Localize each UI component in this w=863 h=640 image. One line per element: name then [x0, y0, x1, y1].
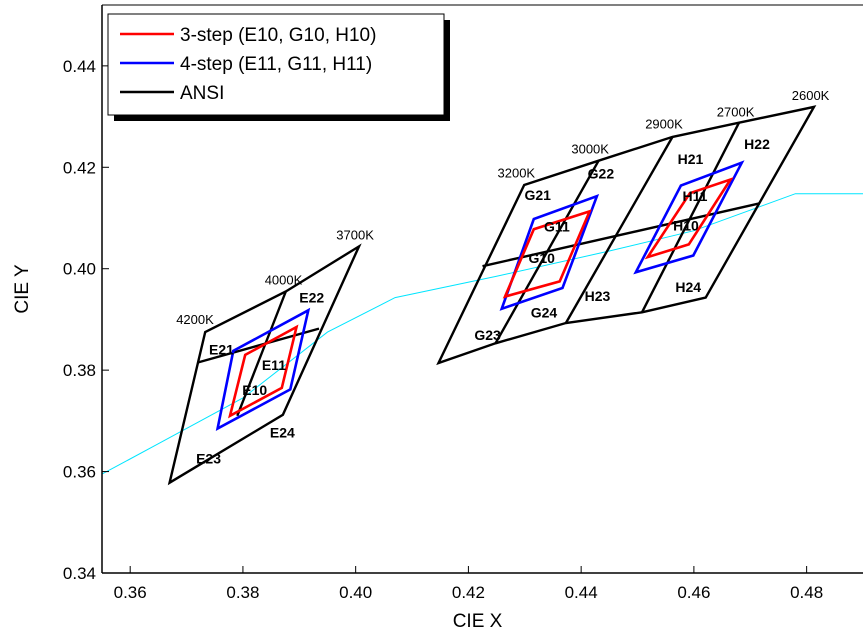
bin-label: E22 — [299, 289, 324, 305]
bin-label: G22 — [588, 166, 615, 182]
ansi-divider-2 — [482, 202, 761, 268]
ansi-divider-4 — [564, 136, 674, 324]
cct-label: 2900K — [645, 117, 683, 132]
bin-label: G11 — [544, 218, 570, 234]
cct-label: 2600K — [792, 88, 830, 103]
x-tick-label: 0.48 — [790, 583, 823, 602]
cct-label: 3200K — [498, 165, 536, 180]
bin-label: E21 — [209, 342, 234, 358]
legend-label: ANSI — [180, 83, 224, 104]
series-1-polygon-1 — [436, 105, 817, 366]
x-tick-label: 0.44 — [565, 583, 598, 602]
series-3-polygon-1 — [502, 209, 592, 299]
cct-label: 4200K — [176, 312, 214, 327]
bin-label: H11 — [683, 188, 708, 204]
y-axis-title: CIE Y — [12, 264, 33, 314]
series-2-polygon-0 — [215, 307, 311, 431]
bin-label: G23 — [474, 327, 501, 343]
legend: 3-step (E10, G10, H10) 4-step (E11, G11, … — [107, 13, 450, 121]
bin-label: H10 — [673, 217, 699, 233]
y-tick-label: 0.42 — [63, 158, 96, 177]
x-tick-label: 0.46 — [677, 583, 710, 602]
axes-layer: 0.36 0.38 0.40 0.42 0.44 0.46 0.48 0.34 0.36 0.38… — [12, 4, 863, 632]
bin-label: H23 — [585, 288, 611, 304]
cct-label: 3700K — [336, 227, 374, 242]
bin-shapes-layer — [167, 105, 817, 486]
bin-label: G21 — [525, 187, 552, 203]
series-3-polygon-2 — [644, 177, 734, 260]
legend-label: 3-step (E10, G10, H10) — [180, 25, 376, 46]
bin-label: E11 — [262, 357, 286, 373]
x-tick-label: 0.38 — [226, 583, 259, 602]
planckian-locus-line — [102, 193, 863, 475]
bin-label: G24 — [531, 305, 558, 321]
x-tick-label: 0.36 — [114, 583, 147, 602]
bin-label: E23 — [196, 451, 221, 467]
y-tick-label: 0.40 — [63, 260, 96, 279]
bin-label: H24 — [675, 279, 701, 295]
bin-label: H22 — [744, 136, 770, 152]
legend-label: 4-step (E11, G11, H11) — [180, 54, 372, 75]
cct-label: 2700K — [717, 105, 755, 120]
bin-label: H21 — [678, 151, 704, 167]
series-2-polygon-2 — [633, 160, 745, 275]
y-tick-label: 0.36 — [63, 463, 96, 482]
ansi-divider-1 — [236, 291, 287, 417]
bin-labels-layer: 4200K 4000K 3700K 3200K 3000K 2900K 2700K 2600K… — [176, 88, 829, 467]
x-tick-label: 0.40 — [339, 583, 372, 602]
series-3-polygon-0 — [228, 324, 299, 419]
x-axis-title: CIE X — [453, 611, 503, 632]
ansi-divider-0 — [197, 327, 320, 364]
y-tick-label: 0.44 — [63, 57, 96, 76]
cct-label: 3000K — [571, 142, 609, 157]
series-1-polygon-0 — [167, 243, 362, 486]
bin-label: E10 — [242, 382, 267, 398]
series-2-polygon-1 — [499, 194, 600, 311]
x-tick-label: 0.42 — [452, 583, 485, 602]
legend-box — [107, 13, 445, 116]
y-tick-label: 0.38 — [63, 361, 96, 380]
bin-label: E24 — [270, 425, 295, 441]
ansi-divider-5 — [640, 122, 741, 313]
bin-label: G10 — [528, 250, 555, 266]
cct-label: 4000K — [265, 272, 303, 287]
y-tick-label: 0.34 — [63, 564, 96, 583]
ansi-divider-3 — [494, 160, 600, 344]
curve-layer — [102, 193, 863, 475]
